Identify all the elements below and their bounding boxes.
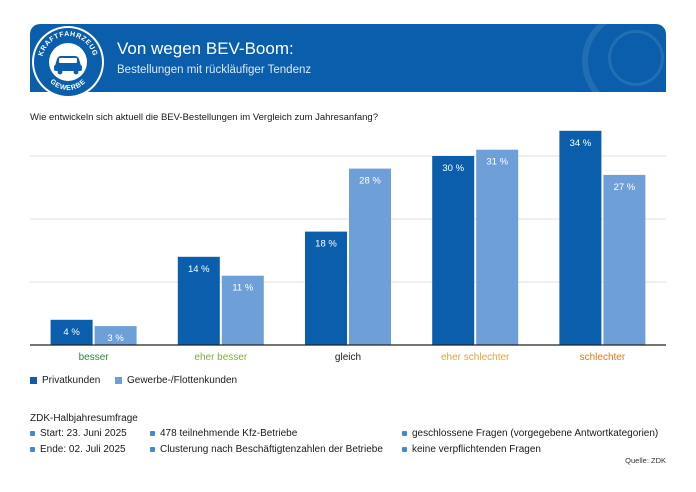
category-label: gleich [335, 352, 361, 363]
data-label: 28 % [359, 176, 381, 187]
survey-item-participants-text: 478 teilnehmende Kfz-Betriebe [160, 428, 298, 439]
page-title: Von wegen BEV-Boom: [117, 39, 294, 58]
survey-item-clustering: Clusterung nach Beschäftigtenzahlen der … [150, 444, 383, 455]
bar-gewerbe [349, 168, 391, 345]
car-icon [54, 56, 82, 75]
data-label: 27 % [614, 182, 636, 193]
chart-question: Wie entwickeln sich aktuell die BEV-Best… [30, 112, 378, 123]
survey-item-closed-questions: geschlossene Fragen (vorgegebene Antwort… [402, 428, 658, 439]
bullet-icon [150, 431, 155, 436]
survey-item-participants: 478 teilnehmende Kfz-Betriebe [150, 428, 297, 439]
category-label: eher besser [194, 352, 247, 363]
data-label: 31 % [486, 157, 508, 168]
bar-privatkunden [177, 256, 220, 345]
legend-swatch-gewerbe [115, 377, 122, 384]
data-label: 18 % [315, 239, 337, 250]
survey-item-start: Start: 23. Juni 2025 [30, 428, 127, 439]
bullet-icon [30, 447, 35, 452]
data-label: 3 % [107, 333, 124, 344]
survey-title: ZDK-Halbjahresumfrage [30, 413, 138, 424]
survey-item-end-text: Ende: 02. Juli 2025 [40, 444, 126, 455]
bar-gewerbe [476, 149, 519, 345]
category-label: schlechter [580, 352, 626, 363]
survey-item-start-text: Start: 23. Juni 2025 [40, 428, 127, 439]
bullet-icon [150, 447, 155, 452]
legend-swatch-privatkunden [30, 377, 37, 384]
bar-privatkunden [50, 319, 93, 345]
survey-item-closed-questions-text: geschlossene Fragen (vorgegebene Antwort… [412, 428, 659, 439]
data-label: 14 % [188, 264, 210, 275]
decorative-seal-icon [582, 24, 666, 92]
legend-item-privatkunden: Privatkunden [30, 375, 100, 386]
category-label: besser [79, 352, 110, 363]
data-label: 30 % [442, 163, 464, 174]
data-label: 11 % [232, 283, 254, 294]
bullet-icon [402, 447, 407, 452]
bar-gewerbe [603, 174, 646, 345]
page-subtitle: Bestellungen mit rückläufiger Tendenz [117, 64, 312, 76]
legend-label-privatkunden: Privatkunden [42, 375, 101, 386]
kraftfahrzeug-gewerbe-logo: KRAFTFAHRZEUG GEWERBE [32, 26, 104, 98]
survey-item-end: Ende: 02. Juli 2025 [30, 444, 126, 455]
bar-privatkunden [305, 231, 347, 345]
legend-label-gewerbe: Gewerbe-/Flottenkunden [127, 375, 238, 386]
category-label: eher schlechter [441, 352, 510, 363]
bar-privatkunden [432, 156, 475, 345]
bar-gewerbe [221, 275, 264, 345]
bullet-icon [402, 431, 407, 436]
data-label: 34 % [570, 138, 592, 149]
header-banner [30, 24, 666, 92]
bar-privatkunden [559, 130, 602, 345]
survey-item-clustering-text: Clusterung nach Beschäftigtenzahlen der … [160, 444, 383, 455]
bar-gewerbe [94, 326, 137, 345]
bullet-icon [30, 431, 35, 436]
survey-item-optional-text: keine verpflichtenden Fragen [412, 444, 541, 455]
decorative-ring [608, 30, 664, 86]
survey-item-optional: keine verpflichtenden Fragen [402, 444, 541, 455]
legend-item-gewerbe: Gewerbe-/Flottenkunden [115, 375, 237, 386]
source-note: Quelle: ZDK [625, 456, 666, 465]
data-label: 4 % [63, 327, 80, 338]
